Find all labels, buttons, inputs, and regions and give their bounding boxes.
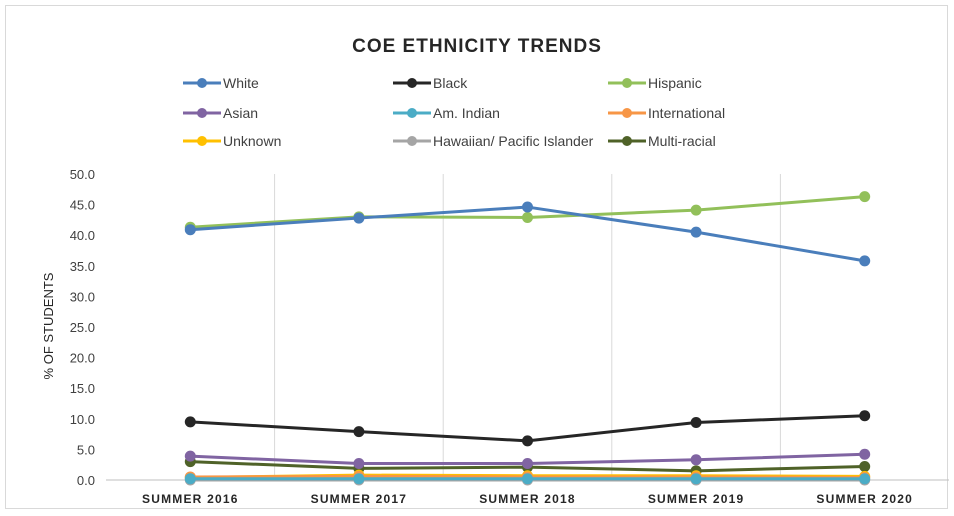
y-axis: 0.0 5.0 10.0 15.0 20.0 25.0 30.0 35.0 40.0 45.0 50… — [70, 167, 95, 488]
y-tick-label: 35.0 — [70, 259, 95, 274]
legend-label: International — [648, 105, 725, 121]
y-tick-label: 5.0 — [77, 442, 95, 457]
data-point — [859, 448, 871, 460]
legend-label: Black — [433, 75, 468, 91]
data-point — [690, 473, 702, 485]
x-tick-label: SUMMER 2017 — [311, 492, 408, 506]
y-tick-label: 25.0 — [70, 320, 95, 335]
legend-marker — [197, 78, 207, 88]
data-point — [859, 473, 871, 485]
data-point — [522, 201, 533, 213]
y-tick-label: 50.0 — [70, 167, 95, 182]
data-point — [522, 435, 533, 447]
series-black — [184, 410, 871, 447]
legend: White Black Hispanic Asian Am. Indian Interna… — [183, 75, 725, 149]
legend-label: Am. Indian — [433, 105, 500, 121]
data-point — [522, 457, 533, 469]
data-point — [353, 212, 365, 224]
y-axis-title: % OF STUDENTS — [41, 272, 56, 379]
data-point — [859, 461, 871, 473]
legend-label: Multi-racial — [648, 133, 716, 149]
legend-marker — [197, 108, 207, 118]
y-tick-label: 30.0 — [70, 289, 95, 304]
legend-marker — [407, 108, 417, 118]
x-tick-label: SUMMER 2016 — [142, 492, 239, 506]
chart-frame: COE ETHNICITY TRENDS White Black Hispanic A… — [5, 5, 949, 509]
data-point — [184, 473, 196, 485]
legend-marker — [622, 136, 632, 146]
legend-marker — [622, 78, 632, 88]
legend-marker — [407, 78, 417, 88]
data-point — [353, 473, 365, 485]
y-tick-label: 15.0 — [70, 381, 95, 396]
data-point — [353, 457, 365, 469]
data-point — [353, 426, 365, 438]
data-point — [184, 224, 196, 236]
y-tick-label: 45.0 — [70, 198, 95, 213]
legend-item-multi-racial: Multi-racial — [608, 133, 716, 149]
data-point — [859, 255, 871, 267]
series-asian — [184, 448, 871, 469]
legend-item-hawaiian-pacific-islander: Hawaiian/ Pacific Islander — [393, 133, 594, 149]
legend-marker — [197, 136, 207, 146]
x-tick-label: SUMMER 2018 — [479, 492, 576, 506]
legend-item-hispanic: Hispanic — [608, 75, 702, 91]
y-tick-label: 0.0 — [77, 473, 95, 488]
legend-item-international: International — [608, 105, 725, 121]
data-point — [184, 416, 196, 428]
legend-marker — [622, 108, 632, 118]
legend-marker — [407, 136, 417, 146]
data-point — [690, 454, 702, 466]
x-tick-label: SUMMER 2020 — [816, 492, 913, 506]
x-axis: SUMMER 2016 SUMMER 2017 SUMMER 2018 SUMMER … — [142, 492, 913, 506]
legend-item-white: White — [183, 75, 259, 91]
data-point — [184, 450, 196, 462]
legend-label: White — [223, 75, 259, 91]
data-point — [690, 204, 702, 216]
legend-label: Unknown — [223, 133, 281, 149]
x-tick-label: SUMMER 2019 — [648, 492, 745, 506]
legend-item-am-indian: Am. Indian — [393, 105, 500, 121]
chart-title: COE ETHNICITY TRENDS — [352, 36, 602, 57]
data-point — [522, 211, 533, 223]
legend-label: Asian — [223, 105, 258, 121]
data-point — [859, 410, 871, 422]
legend-item-black: Black — [393, 75, 468, 91]
data-point — [859, 191, 871, 203]
legend-item-unknown: Unknown — [183, 133, 281, 149]
series-am-indian — [184, 473, 871, 485]
line-chart: COE ETHNICITY TRENDS White Black Hispanic A… — [41, 36, 949, 506]
data-point — [522, 473, 533, 485]
legend-label: Hawaiian/ Pacific Islander — [433, 133, 594, 149]
y-tick-label: 20.0 — [70, 351, 95, 366]
y-tick-label: 10.0 — [70, 412, 95, 427]
data-point — [690, 416, 702, 428]
y-tick-label: 40.0 — [70, 228, 95, 243]
series-white — [184, 201, 871, 267]
legend-label: Hispanic — [648, 75, 702, 91]
legend-item-asian: Asian — [183, 105, 258, 121]
data-point — [690, 226, 702, 238]
series-group — [184, 191, 871, 486]
